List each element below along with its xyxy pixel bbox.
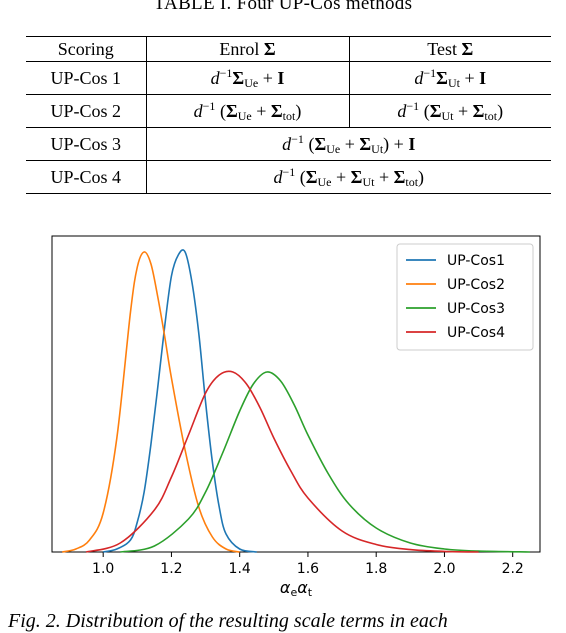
chart-svg: 1.0 1.2 1.4 1.6 1.8 2.0 2.2 UP-Cos1UP-Cos2UP-C…: [51, 235, 541, 599]
x-axis-label: αeαt: [280, 578, 313, 598]
legend: UP-Cos1 UP-Cos2 UP-Cos3 UP-Cos4: [396, 243, 534, 351]
header-scoring: Scoring: [26, 36, 147, 62]
x-tick-label: 1.0: [92, 561, 114, 577]
x-tick-label: 1.6: [297, 561, 319, 577]
shared-formula: d−1 (ΣUe + ΣUt + Σtot): [145, 160, 551, 194]
row-name: UP-Cos 1: [26, 61, 147, 95]
test-formula: d−1ΣUt + I: [348, 61, 551, 95]
legend-label: UP-Cos2: [447, 277, 505, 293]
legend-label: UP-Cos1: [447, 253, 505, 269]
distribution-chart: 1.0 1.2 1.4 1.6 1.8 2.0 2.2 UP-Cos1 UP-Cos2 UP-C…: [0, 228, 566, 599]
x-tick-label: 1.4: [229, 561, 251, 577]
series-line-up-cos1: [103, 249, 257, 553]
table-row: UP-Cos 2 d−1 (ΣUe + Σtot) d−1 (ΣUt + Σto…: [26, 94, 551, 128]
series-lines: [62, 249, 530, 553]
legend-label: UP-Cos4: [447, 325, 505, 341]
legend-box: [396, 243, 534, 351]
test-formula: d−1 (ΣUt + Σtot): [348, 94, 551, 128]
series-line-up-cos2: [62, 251, 240, 553]
enrol-formula: d−1 (ΣUe + Σtot): [145, 94, 350, 128]
header-test: Test Σ: [348, 36, 551, 62]
header-enrol: Enrol Σ: [145, 36, 350, 62]
x-tick-label: 2.0: [433, 561, 455, 577]
table-row: UP-Cos 4 d−1 (ΣUe + ΣUt + Σtot): [26, 160, 551, 194]
table-row: UP-Cos 3 d−1 (ΣUe + ΣUt) + I: [26, 127, 551, 161]
series-line-up-cos3: [120, 371, 530, 553]
x-tick-label: 2.2: [502, 561, 524, 577]
row-name: UP-Cos 2: [26, 94, 147, 128]
series-line-up-cos4: [85, 370, 479, 553]
table-header-row: Scoring Enrol Σ Test Σ: [26, 36, 551, 62]
table-row: UP-Cos 1 d−1ΣUe + I d−1ΣUt + I: [26, 61, 551, 95]
x-tick-label: 1.8: [365, 561, 387, 577]
figure-caption: Fig. 2. Distribution of the resulting sc…: [8, 610, 448, 632]
plot-frame: [51, 235, 541, 553]
x-tick-label: 1.2: [160, 561, 182, 577]
methods-table: Scoring Enrol Σ Test Σ UP-Cos 1 d−1ΣUe +…: [26, 36, 551, 194]
row-name: UP-Cos 4: [26, 160, 147, 194]
shared-formula: d−1 (ΣUe + ΣUt) + I: [145, 127, 551, 161]
legend-label: UP-Cos3: [447, 301, 505, 317]
row-name: UP-Cos 3: [26, 127, 147, 161]
enrol-formula: d−1ΣUe + I: [145, 61, 350, 95]
x-ticks: 1.0 1.2 1.4 1.6 1.8 2.0 2.2: [92, 552, 524, 577]
table-caption: TABLE I. Four UP-Cos methods: [153, 0, 413, 14]
